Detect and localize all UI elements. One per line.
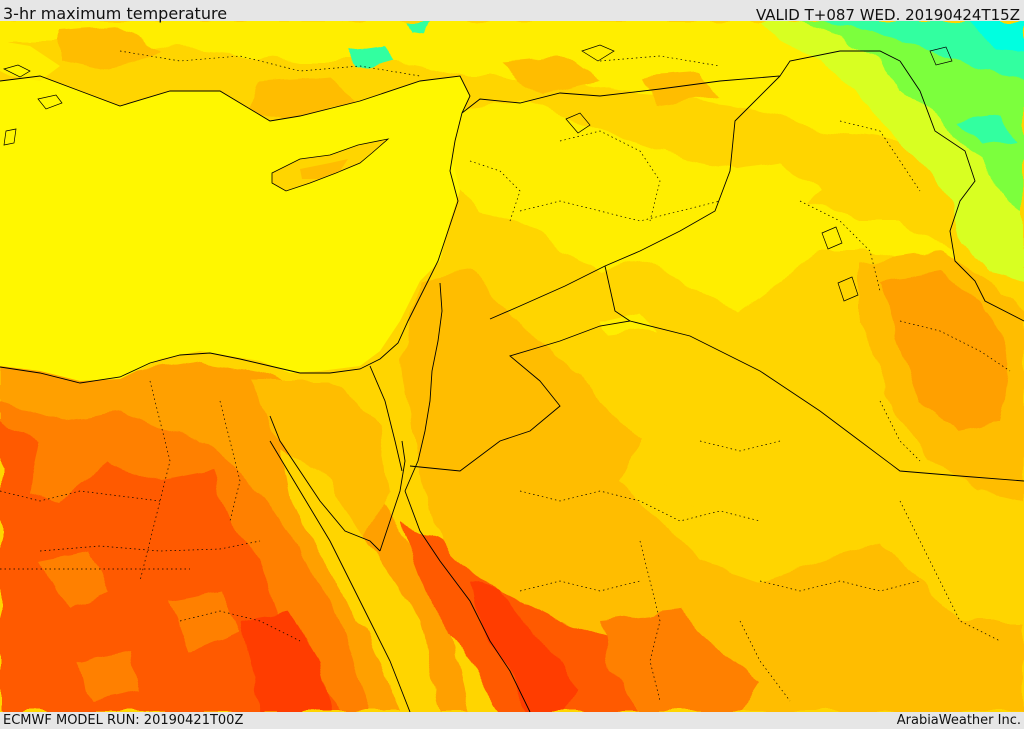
red-sea-east-coast (404, 490, 531, 712)
egypt-israel-border (369, 365, 403, 472)
field-redsea-coast (280, 451, 440, 712)
model-run-label: ECMWF MODEL RUN: 20190421T00Z (3, 713, 244, 728)
saudi-iraq-border (629, 320, 1024, 482)
iraq-iran-border (899, 60, 1024, 322)
field-egypt-orange-gaps (40, 551, 240, 701)
turkey-syria-border (461, 50, 901, 114)
province-boundaries (0, 50, 1011, 702)
field-egypt-red-core (240, 611, 330, 712)
field-hejaz-red (470, 581, 580, 712)
field-ne-cyangreen (820, 21, 1024, 146)
map-title: 3-hr maximum temperature (3, 4, 228, 23)
field-ne-green (800, 21, 1024, 211)
levant-coast (300, 112, 463, 374)
sinai-east-coast (379, 440, 406, 552)
cyprus-interior (300, 159, 348, 179)
field-arabia-yellow-body (560, 331, 880, 541)
temperature-map-svg (0, 21, 1024, 712)
red-sea-west-coast (269, 440, 411, 712)
field-iraq-yellow-patches (600, 161, 820, 361)
field-central-orange (400, 271, 1024, 712)
credit-label: ArabiaWeather Inc. (896, 713, 1021, 728)
footer-bar (0, 712, 1024, 729)
gulf-of-suez-coast (269, 415, 381, 552)
field-iran-deeporange (880, 271, 1010, 431)
aegean-islands (3, 64, 63, 146)
temperature-map (0, 21, 1024, 712)
field-hejaz-orange (600, 611, 760, 712)
dead-sea-jordan-valley (404, 282, 443, 492)
valid-time-label: VALID T+087 WED. 20190424T15Z (755, 6, 1020, 24)
syria-iraq-border (489, 75, 781, 320)
turkey-south-coast (0, 75, 471, 122)
lakes (565, 44, 953, 302)
egypt-north-coast (0, 352, 301, 384)
jordan-saudi-border (409, 265, 632, 472)
field-north-orange-patches (60, 26, 720, 121)
header-bar (0, 0, 1024, 21)
field-north-yellow (0, 21, 1024, 161)
coastlines (0, 75, 531, 712)
country-borders (369, 50, 1024, 482)
field-green-spots (350, 21, 430, 71)
field-sinai (250, 381, 390, 541)
field-ne-cyan (970, 21, 1024, 51)
temperature-field (0, 21, 1024, 712)
